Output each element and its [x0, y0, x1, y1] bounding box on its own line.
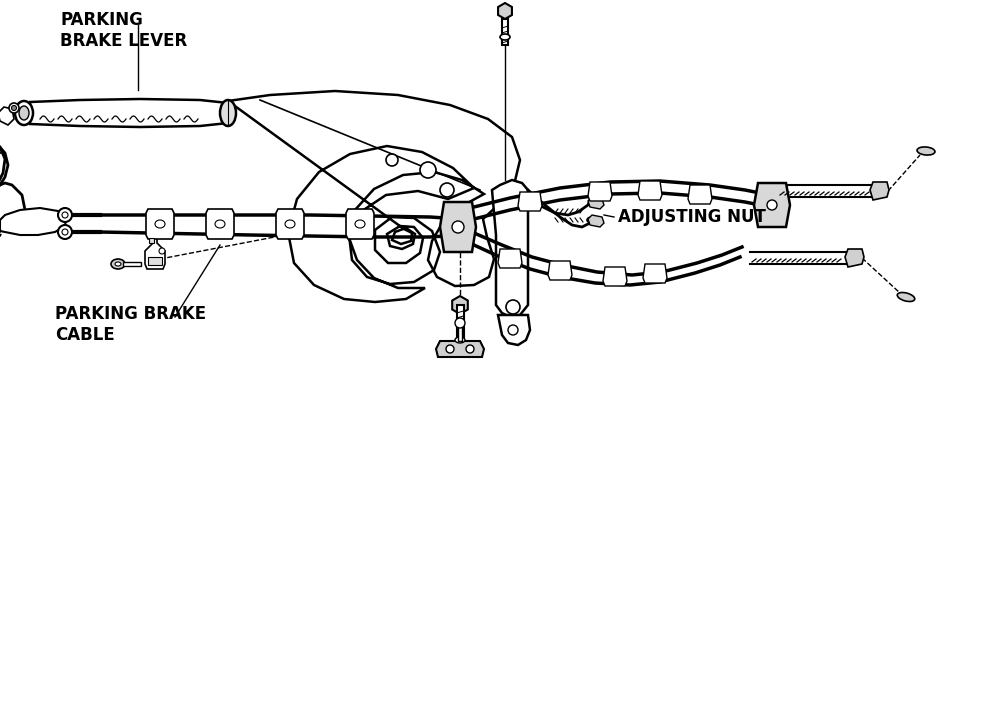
Ellipse shape: [285, 220, 295, 228]
Ellipse shape: [15, 101, 33, 125]
Polygon shape: [643, 264, 667, 283]
Polygon shape: [276, 209, 304, 239]
Ellipse shape: [111, 259, 125, 269]
Bar: [148, 257, 162, 265]
Polygon shape: [206, 209, 234, 239]
Polygon shape: [870, 182, 889, 200]
Ellipse shape: [115, 262, 121, 266]
Circle shape: [767, 200, 777, 210]
Bar: [502, 19, 508, 45]
Bar: [123, 262, 141, 266]
Circle shape: [420, 162, 436, 178]
Circle shape: [447, 207, 459, 219]
Circle shape: [440, 183, 454, 197]
Text: PARKING
BRAKE LEVER: PARKING BRAKE LEVER: [60, 11, 187, 50]
Polygon shape: [436, 341, 484, 357]
Ellipse shape: [155, 220, 165, 228]
Circle shape: [386, 154, 398, 166]
Ellipse shape: [220, 100, 236, 126]
Ellipse shape: [455, 337, 465, 343]
Ellipse shape: [917, 147, 935, 155]
Ellipse shape: [590, 200, 600, 206]
Polygon shape: [603, 267, 627, 286]
Circle shape: [12, 106, 16, 110]
Polygon shape: [638, 181, 662, 200]
Polygon shape: [588, 182, 612, 201]
Polygon shape: [688, 185, 712, 204]
Circle shape: [508, 325, 518, 335]
Text: ADJUSTING NUT: ADJUSTING NUT: [618, 208, 766, 226]
Ellipse shape: [587, 217, 597, 223]
Circle shape: [58, 208, 72, 222]
Polygon shape: [30, 99, 228, 127]
Polygon shape: [0, 208, 66, 235]
Ellipse shape: [215, 220, 225, 228]
Polygon shape: [498, 315, 530, 345]
Circle shape: [62, 229, 68, 235]
Polygon shape: [754, 183, 790, 227]
Polygon shape: [588, 215, 604, 227]
Polygon shape: [492, 180, 528, 317]
Ellipse shape: [500, 34, 510, 40]
Polygon shape: [440, 202, 476, 252]
Polygon shape: [588, 197, 604, 209]
Circle shape: [58, 225, 72, 239]
Polygon shape: [228, 91, 520, 302]
Circle shape: [452, 221, 464, 233]
Bar: [149, 238, 154, 243]
Bar: [458, 325, 462, 341]
Polygon shape: [518, 192, 542, 211]
Text: PARKING BRAKE
CABLE: PARKING BRAKE CABLE: [55, 305, 206, 344]
Bar: [456, 305, 464, 340]
Polygon shape: [0, 107, 14, 125]
Ellipse shape: [897, 292, 915, 302]
Circle shape: [455, 318, 465, 328]
Polygon shape: [145, 237, 165, 269]
Circle shape: [466, 345, 474, 353]
Polygon shape: [548, 261, 572, 280]
Ellipse shape: [355, 220, 365, 228]
Circle shape: [9, 103, 19, 113]
Polygon shape: [452, 296, 468, 314]
Polygon shape: [498, 249, 522, 268]
Ellipse shape: [19, 106, 29, 120]
Polygon shape: [845, 249, 864, 267]
Polygon shape: [146, 209, 174, 239]
Circle shape: [446, 345, 454, 353]
Circle shape: [506, 300, 520, 314]
Polygon shape: [498, 3, 512, 19]
Circle shape: [159, 248, 165, 254]
Polygon shape: [346, 209, 374, 239]
Circle shape: [62, 212, 68, 218]
